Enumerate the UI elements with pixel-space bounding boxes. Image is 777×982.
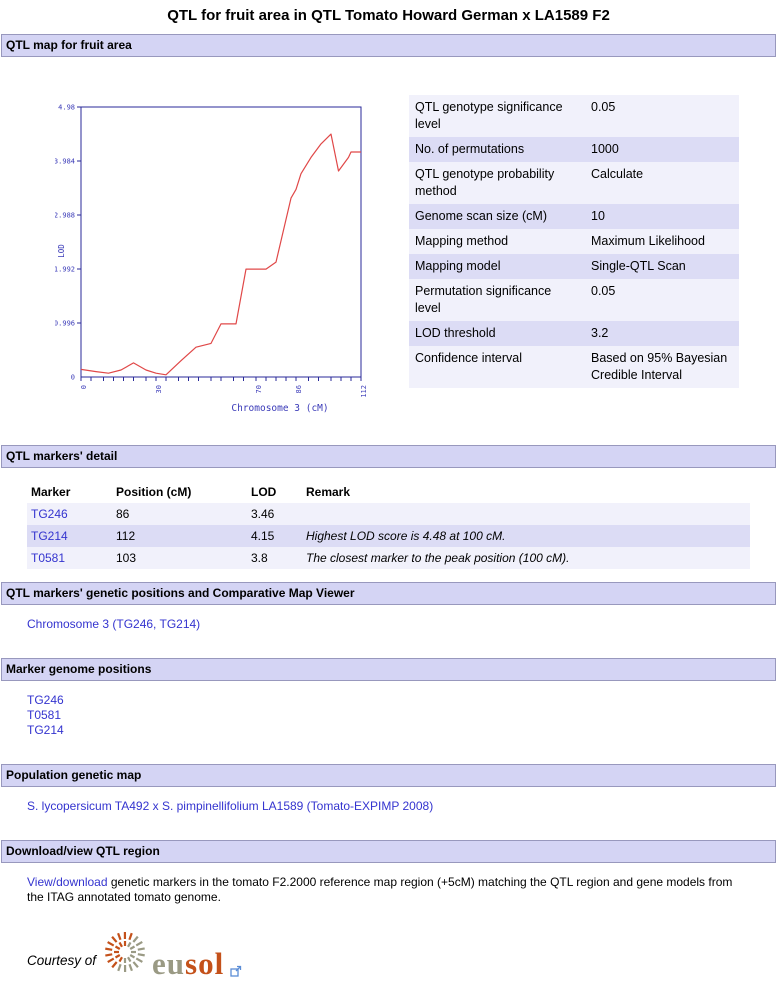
svg-text:1.992: 1.992 — [55, 266, 75, 274]
param-label: QTL genotype significance level — [409, 95, 585, 137]
param-label: LOD threshold — [409, 321, 585, 346]
comparative-content: Chromosome 3 (TG246, TG214) — [27, 617, 777, 632]
param-label: No. of permutations — [409, 137, 585, 162]
lod-chart-svg: 0 0.996 1.992 2.988 3.984 4.98 0 30 70 86 112 Chrom… — [55, 93, 401, 415]
param-value: Based on 95% Bayesian Credible Interval — [585, 346, 739, 388]
section-header-download: Download/view QTL region — [1, 840, 776, 863]
svg-text:Chromosome 3 (cM): Chromosome 3 (cM) — [231, 403, 328, 414]
section-header-markers-detail: QTL markers' detail — [1, 445, 776, 468]
marker-remark — [302, 503, 750, 525]
param-label: Genome scan size (cM) — [409, 204, 585, 229]
marker-link[interactable]: TG246 — [31, 507, 68, 521]
param-value: 10 — [585, 204, 739, 229]
footer-courtesy: Courtesy of eu sol — [27, 931, 777, 979]
param-value: Calculate — [585, 162, 739, 204]
eusol-logo: eu sol — [98, 928, 224, 982]
marker-lod: 3.8 — [247, 547, 302, 569]
section-header-qtl-map: QTL map for fruit area — [1, 34, 776, 57]
marker-position: 112 — [112, 525, 247, 547]
page-title: QTL for fruit area in QTL Tomato Howard … — [0, 7, 777, 24]
param-value: 0.05 — [585, 279, 739, 321]
param-value: Maximum Likelihood — [585, 229, 739, 254]
download-content: View/download genetic markers in the tom… — [27, 875, 751, 905]
svg-text:3.984: 3.984 — [55, 158, 75, 166]
population-map-link[interactable]: S. lycopersicum TA492 x S. pimpinellifol… — [27, 799, 777, 814]
section-header-comparative: QTL markers' genetic positions and Compa… — [1, 582, 776, 605]
svg-text:LOD: LOD — [57, 244, 66, 258]
comparative-map-link[interactable]: Chromosome 3 (TG246, TG214) — [27, 617, 777, 632]
marker-lod: 3.46 — [247, 503, 302, 525]
genome-position-link[interactable]: TG246 — [27, 693, 777, 708]
section-header-population-map: Population genetic map — [1, 764, 776, 787]
qtl-map-section: 0 0.996 1.992 2.988 3.984 4.98 0 30 70 86 112 Chrom… — [0, 57, 777, 415]
external-link-icon[interactable] — [230, 965, 242, 977]
marker-remark: The closest marker to the peak position … — [302, 547, 750, 569]
svg-text:112: 112 — [360, 385, 368, 398]
svg-text:30: 30 — [155, 385, 163, 393]
param-value: 3.2 — [585, 321, 739, 346]
col-header-lod: LOD — [247, 481, 302, 503]
marker-remark: Highest LOD score is 4.48 at 100 cM. — [302, 525, 750, 547]
marker-lod: 4.15 — [247, 525, 302, 547]
marker-link[interactable]: TG214 — [31, 529, 68, 543]
col-header-position: Position (cM) — [112, 481, 247, 503]
marker-link[interactable]: T0581 — [31, 551, 65, 565]
markers-header-row: Marker Position (cM) LOD Remark — [27, 481, 750, 503]
param-label: Permutation significance level — [409, 279, 585, 321]
svg-text:4.98: 4.98 — [58, 104, 75, 112]
col-header-marker: Marker — [27, 481, 112, 503]
svg-text:2.988: 2.988 — [55, 212, 75, 220]
population-map-content: S. lycopersicum TA492 x S. pimpinellifol… — [27, 799, 777, 814]
download-text: genetic markers in the tomato F2.2000 re… — [27, 875, 732, 904]
genome-position-link[interactable]: TG214 — [27, 723, 777, 738]
marker-position: 103 — [112, 547, 247, 569]
eusol-logo-sol: sol — [185, 946, 224, 982]
lod-chart: 0 0.996 1.992 2.988 3.984 4.98 0 30 70 86 112 Chrom… — [55, 93, 401, 415]
param-label: QTL genotype probability method — [409, 162, 585, 204]
svg-text:0: 0 — [71, 374, 75, 382]
svg-text:70: 70 — [255, 385, 263, 393]
section-header-genome-positions: Marker genome positions — [1, 658, 776, 681]
param-value: 1000 — [585, 137, 739, 162]
param-label: Mapping method — [409, 229, 585, 254]
param-value: Single-QTL Scan — [585, 254, 739, 279]
svg-text:0: 0 — [80, 385, 88, 389]
genome-position-link[interactable]: T0581 — [27, 708, 777, 723]
param-row: Genome scan size (cM)10 — [409, 204, 739, 229]
eusol-logo-eu: eu — [152, 946, 185, 982]
marker-position: 86 — [112, 503, 247, 525]
eusol-starburst-icon — [98, 928, 152, 974]
param-label: Confidence interval — [409, 346, 585, 388]
courtesy-label: Courtesy of — [27, 943, 96, 968]
svg-text:0.996: 0.996 — [55, 320, 75, 328]
col-header-remark: Remark — [302, 481, 750, 503]
svg-text:86: 86 — [295, 385, 303, 393]
param-label: Mapping model — [409, 254, 585, 279]
param-value: 0.05 — [585, 95, 739, 137]
view-download-link[interactable]: View/download — [27, 875, 108, 889]
